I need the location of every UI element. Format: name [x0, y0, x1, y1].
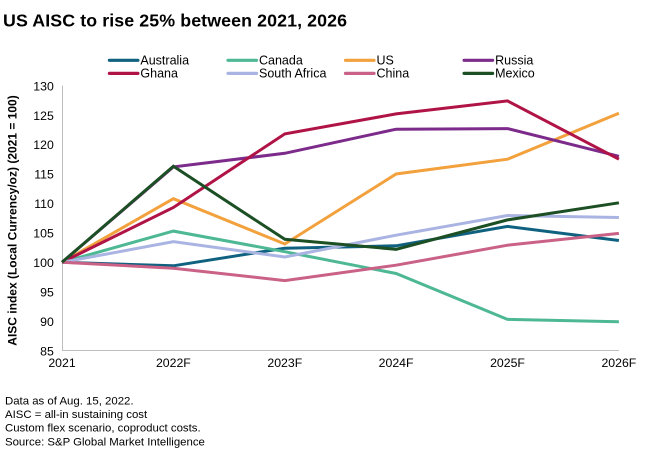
- svg-text:115: 115: [34, 168, 54, 182]
- svg-text:130: 130: [33, 79, 54, 93]
- svg-text:100: 100: [33, 256, 54, 270]
- svg-text:110: 110: [34, 197, 54, 211]
- svg-text:Australia: Australia: [140, 54, 189, 68]
- svg-text:AISC index (Local Currency/oz): AISC index (Local Currency/oz) (2021 = 1…: [6, 95, 20, 345]
- svg-text:US AISC to rise 25% between 20: US AISC to rise 25% between 2021, 2026: [3, 11, 347, 31]
- svg-text:120: 120: [33, 138, 54, 152]
- svg-text:2024F: 2024F: [379, 356, 414, 370]
- svg-text:85: 85: [40, 344, 54, 358]
- svg-text:90: 90: [40, 315, 54, 329]
- svg-text:95: 95: [40, 286, 54, 300]
- svg-text:Data as of Aug. 15, 2022.: Data as of Aug. 15, 2022.: [5, 395, 134, 407]
- svg-text:South Africa: South Africa: [259, 67, 326, 81]
- svg-text:Custom flex scenario, coproduc: Custom flex scenario, coproduct costs.: [5, 423, 201, 435]
- svg-text:China: China: [377, 67, 410, 81]
- svg-text:Russia: Russia: [495, 54, 533, 68]
- svg-text:Mexico: Mexico: [495, 67, 535, 81]
- svg-text:Source: S&P Global Market Inte: Source: S&P Global Market Intelligence: [5, 436, 205, 448]
- svg-text:125: 125: [33, 109, 54, 123]
- svg-text:2025F: 2025F: [490, 356, 525, 370]
- svg-text:US: US: [377, 54, 394, 68]
- svg-text:2023F: 2023F: [267, 356, 302, 370]
- svg-text:105: 105: [33, 227, 54, 241]
- svg-text:Canada: Canada: [259, 54, 303, 68]
- svg-text:AISC = all-in sustaining cost: AISC = all-in sustaining cost: [5, 409, 148, 421]
- svg-text:2021: 2021: [48, 356, 76, 370]
- svg-text:Ghana: Ghana: [140, 67, 178, 81]
- svg-text:2026F: 2026F: [601, 356, 636, 370]
- svg-text:2022F: 2022F: [156, 356, 191, 370]
